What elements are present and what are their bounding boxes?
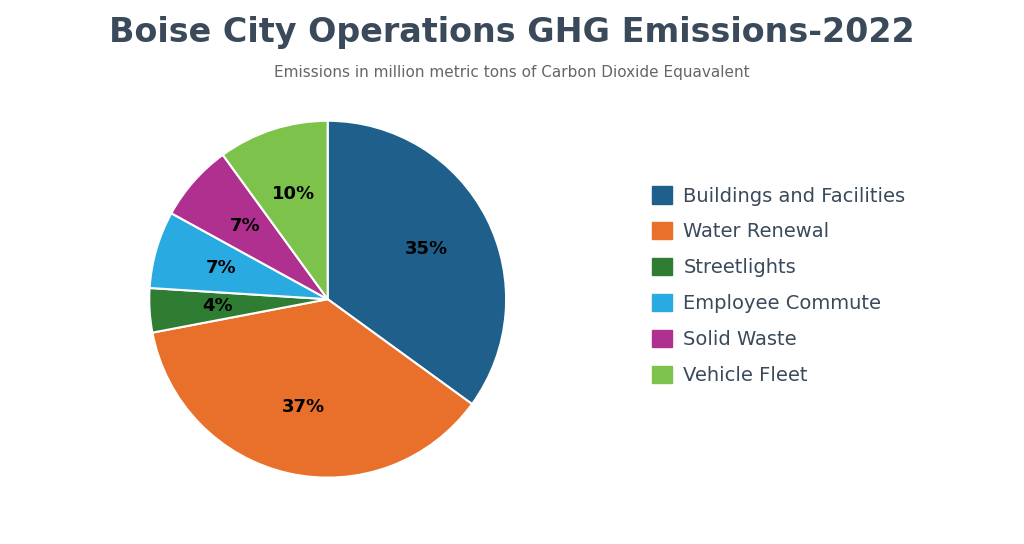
Text: Boise City Operations GHG Emissions-2022: Boise City Operations GHG Emissions-2022 — [110, 16, 914, 50]
Wedge shape — [150, 288, 328, 332]
Legend: Buildings and Facilities, Water Renewal, Streetlights, Employee Commute, Solid W: Buildings and Facilities, Water Renewal,… — [644, 178, 913, 393]
Text: 35%: 35% — [404, 240, 447, 258]
Wedge shape — [150, 213, 328, 299]
Text: 7%: 7% — [206, 259, 237, 277]
Text: 7%: 7% — [229, 217, 260, 235]
Wedge shape — [328, 121, 506, 404]
Text: 4%: 4% — [202, 297, 232, 315]
Wedge shape — [171, 155, 328, 299]
Text: 10%: 10% — [272, 185, 315, 203]
Wedge shape — [223, 121, 328, 299]
Text: 37%: 37% — [282, 398, 325, 416]
Text: Emissions in million metric tons of Carbon Dioxide Equavalent: Emissions in million metric tons of Carb… — [274, 65, 750, 81]
Wedge shape — [153, 299, 472, 478]
